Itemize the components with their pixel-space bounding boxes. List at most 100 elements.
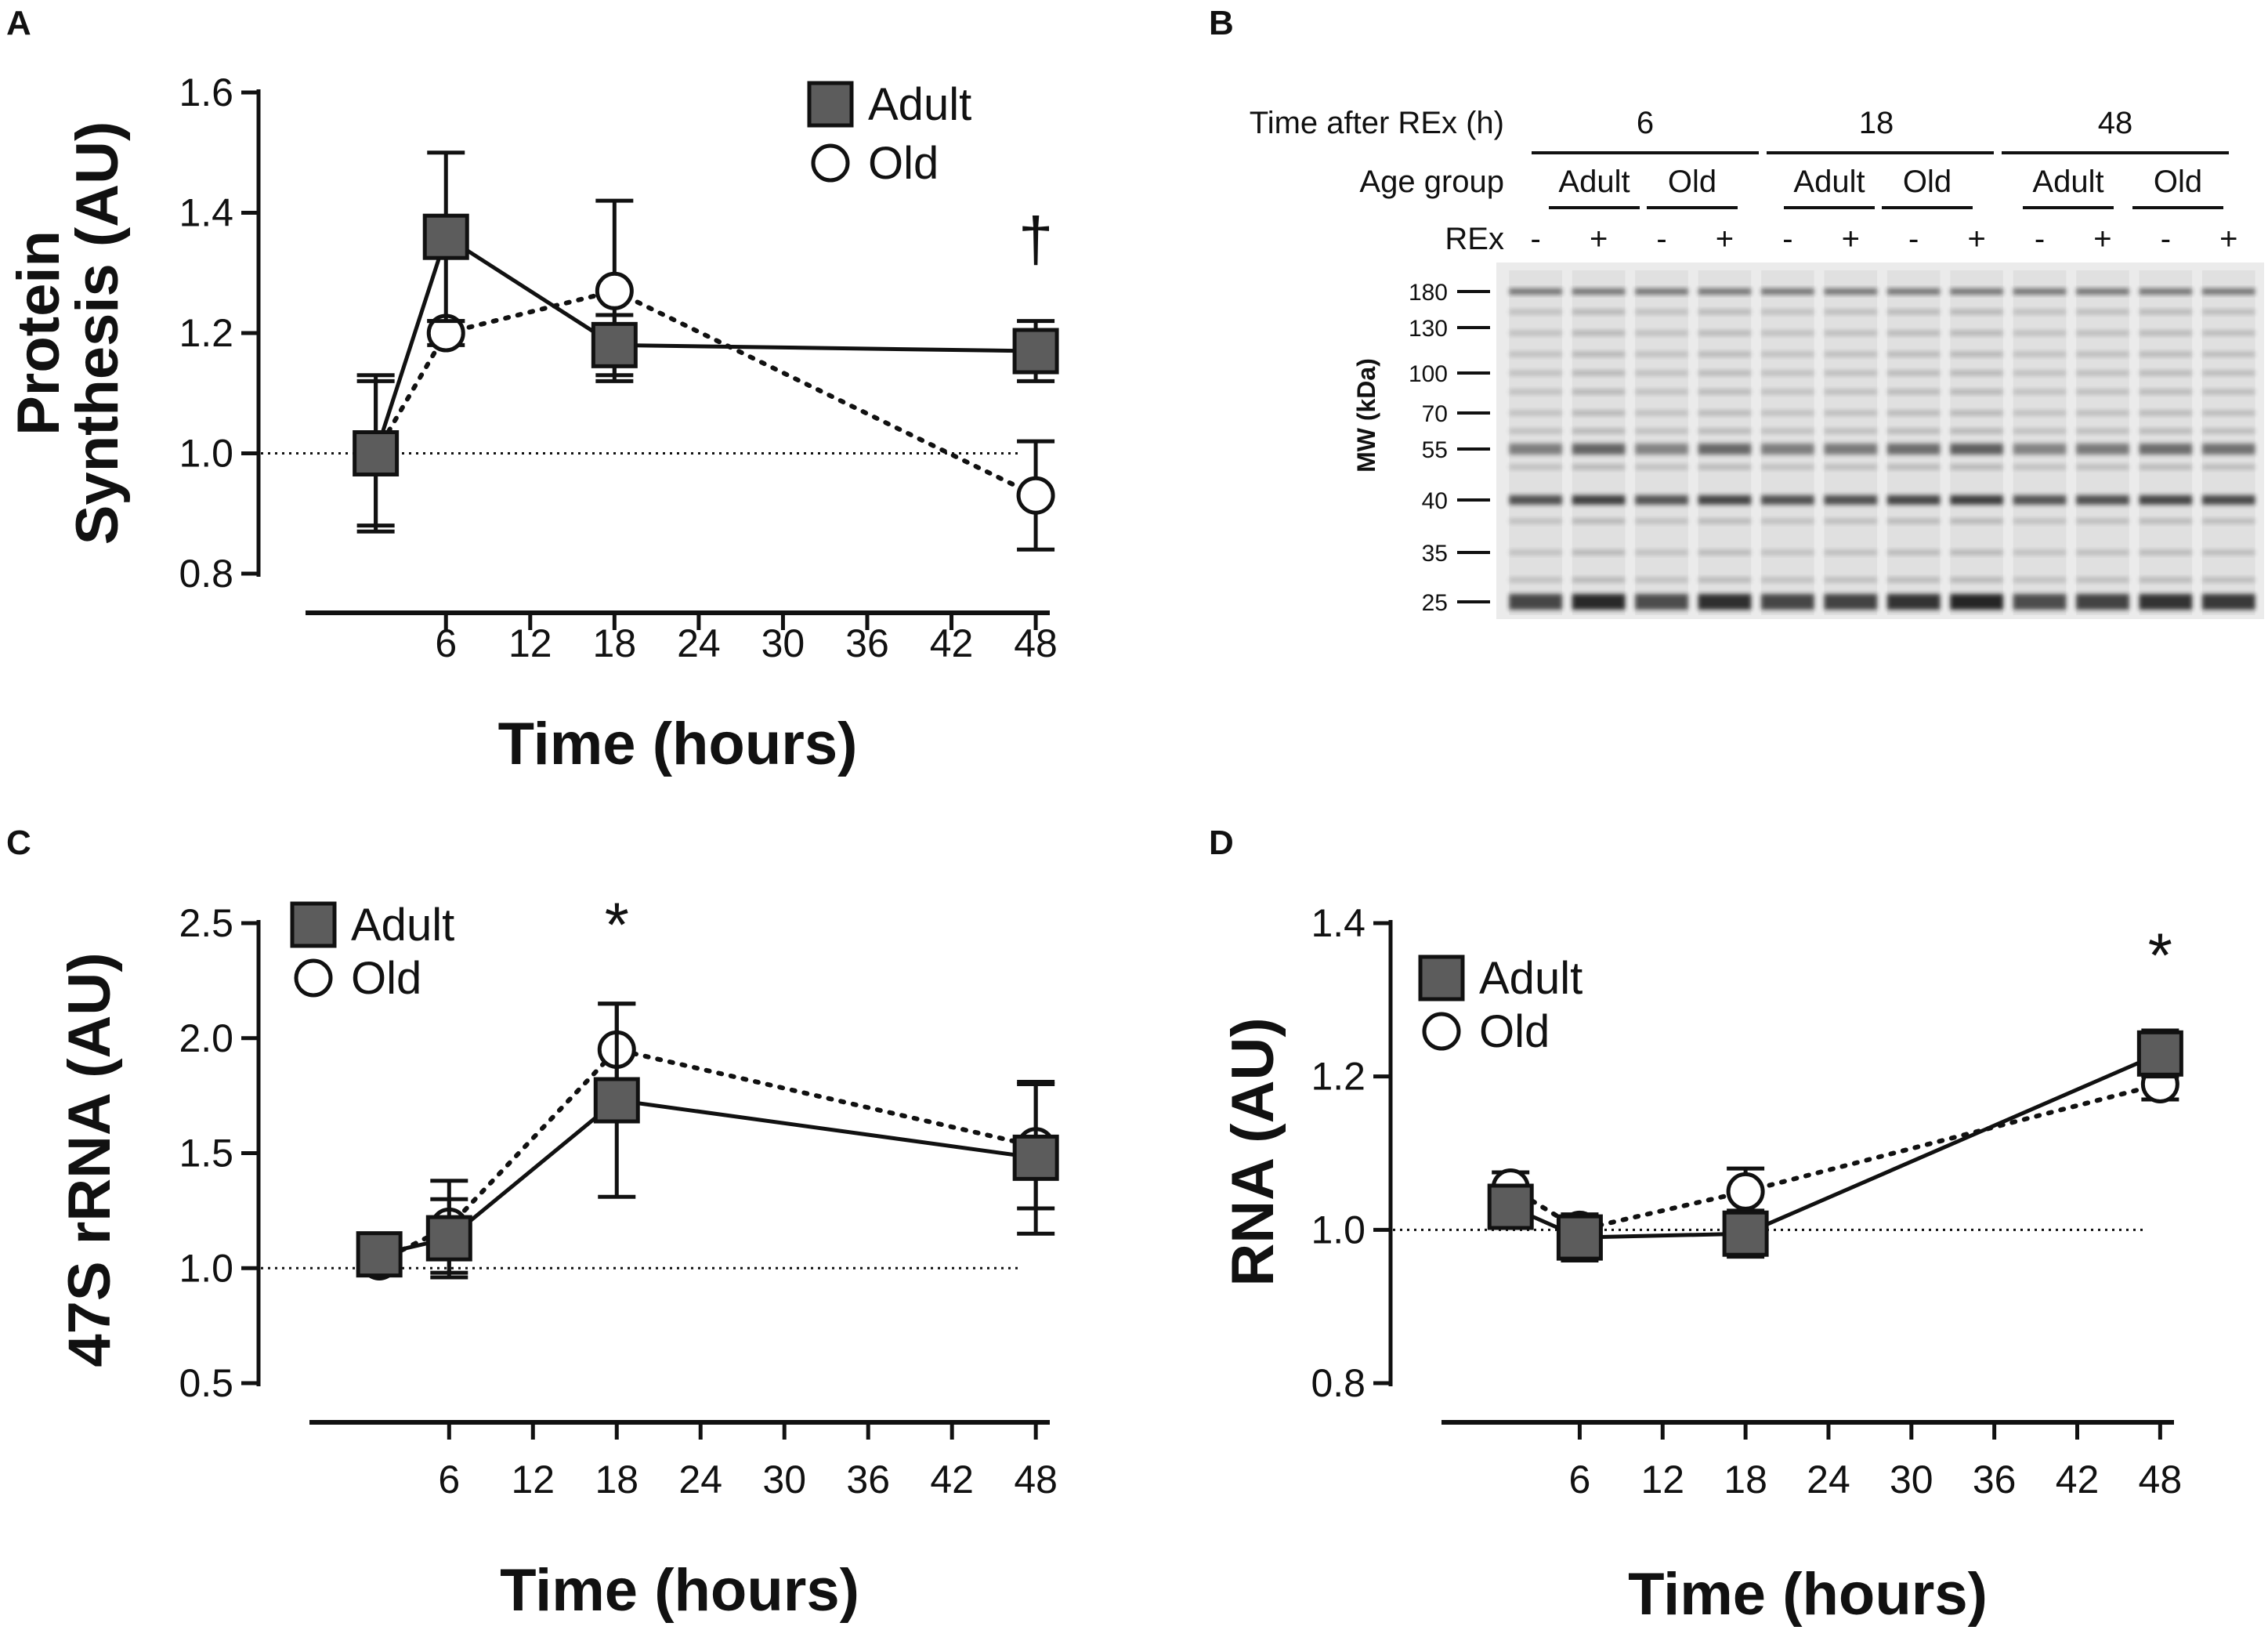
- gel-band: [1761, 309, 1814, 315]
- gel-lane: [1824, 270, 1878, 615]
- gel-band: [2013, 444, 2067, 455]
- gel-band: [2013, 464, 2067, 470]
- old-point: [1016, 476, 1055, 515]
- gel-band: [1635, 495, 1688, 505]
- gel-lane-bg: [2013, 270, 2067, 615]
- gel-band: [1761, 330, 1814, 336]
- gel-band: [1761, 577, 1814, 583]
- gel-band: [1886, 594, 1941, 610]
- legend-old-label: Old: [868, 138, 939, 189]
- rex-sign: -: [1782, 222, 1792, 256]
- gel-band: [1572, 594, 1626, 610]
- x-tick-label: 12: [511, 1458, 555, 1501]
- gel-band: [2076, 495, 2129, 505]
- gel-band: [1950, 444, 2003, 455]
- gel-lane-bg: [2139, 270, 2193, 615]
- gel-band: [2013, 410, 2067, 416]
- gel-band: [2013, 428, 2067, 434]
- legend-old-marker: [294, 958, 333, 998]
- gel-band: [2139, 577, 2193, 583]
- adult-series-line: [1508, 1051, 2162, 1240]
- gel-band: [2076, 594, 2129, 610]
- gel-band: [2202, 288, 2255, 295]
- gel-band: [1950, 370, 2003, 376]
- gel-band: [2013, 330, 2067, 336]
- gel-band: [2076, 464, 2129, 470]
- gel-lane-bg: [1886, 270, 1941, 615]
- gel-band: [2139, 428, 2193, 434]
- mw-marker-label: 100: [1409, 361, 1448, 387]
- gel-band: [1698, 549, 1752, 556]
- legend-adult-label: Adult: [1479, 953, 1583, 1004]
- gel-band: [1886, 464, 1941, 470]
- gel-lane-bg: [2202, 270, 2255, 615]
- gel-band: [1950, 518, 2003, 524]
- rex-sign: +: [1590, 222, 1608, 256]
- gel-lane: [2139, 270, 2193, 615]
- gel-band: [2013, 288, 2067, 295]
- gel-band: [2013, 351, 2067, 357]
- gel-band: [1698, 370, 1752, 376]
- adult-point: [593, 1077, 640, 1124]
- time-group-48: 48: [2098, 106, 2133, 140]
- mw-markers: 180 130 100 70 55 40 35 25: [1409, 280, 1490, 616]
- rex-sign: -: [1908, 222, 1919, 256]
- gel-band: [1509, 495, 1562, 505]
- gel-band: [1509, 549, 1562, 556]
- gel-band: [1824, 330, 1878, 336]
- gel-band: [2202, 518, 2255, 524]
- legend-old-label: Old: [351, 953, 421, 1004]
- gel-band: [1886, 428, 1941, 434]
- gel-band: [2076, 577, 2129, 583]
- gel-band: [1572, 370, 1626, 376]
- age-group-old: Old: [1668, 165, 1716, 199]
- gel-lane: [1886, 270, 1941, 615]
- x-tick-label: 36: [1973, 1458, 2017, 1501]
- x-tick-label: 18: [593, 621, 637, 665]
- age-group-row: Adult Old Adult Old Adult Old: [1549, 165, 2223, 209]
- gel-band: [1509, 410, 1562, 416]
- y-tick-label: 0.8: [1311, 1361, 1366, 1405]
- y-tick-label: 1.4: [179, 191, 233, 235]
- gel-lane-bg: [1950, 270, 2003, 615]
- gel-band: [2076, 428, 2129, 434]
- gel-band: [1824, 577, 1878, 583]
- rex-sign: +: [1716, 222, 1734, 256]
- adult-point: [425, 1215, 472, 1262]
- gel-band: [1635, 549, 1688, 556]
- age-group-label: Age group: [1359, 165, 1504, 199]
- gel-band: [1950, 389, 2003, 395]
- gel-band: [1572, 351, 1626, 357]
- gel-band: [1698, 428, 1752, 434]
- gel-band: [2013, 518, 2067, 524]
- gel-band: [2076, 309, 2129, 315]
- gel-band: [1509, 351, 1562, 357]
- gel-band: [1698, 594, 1752, 610]
- gel-band: [1824, 549, 1878, 556]
- gel-lane-bg: [1698, 270, 1752, 615]
- gel-band: [1572, 309, 1626, 315]
- adult-point: [422, 213, 469, 260]
- x-tick-label: 30: [1890, 1458, 1933, 1501]
- y-axis-title-line2: Synthesis (AU): [64, 121, 131, 545]
- gel-band: [1572, 288, 1626, 295]
- gel-band: [1824, 309, 1878, 315]
- adult-point: [1556, 1214, 1603, 1261]
- gel-band: [2076, 330, 2129, 336]
- gel-band: [1950, 288, 2003, 295]
- time-group-6: 6: [1637, 106, 1654, 140]
- panel-letter-a: A: [6, 4, 31, 42]
- gel-band: [1509, 464, 1562, 470]
- y-axis-title: 47S rRNA (AU): [56, 952, 123, 1367]
- x-tick-label: 30: [761, 621, 805, 665]
- gel-band: [1950, 495, 2003, 505]
- gel-band: [2013, 370, 2067, 376]
- x-axis-title: Time (hours): [498, 711, 858, 777]
- gel-band: [1824, 464, 1878, 470]
- adult-point: [356, 1231, 403, 1278]
- panel-letter-b: B: [1209, 4, 1234, 42]
- gel-lane: [1761, 270, 1814, 615]
